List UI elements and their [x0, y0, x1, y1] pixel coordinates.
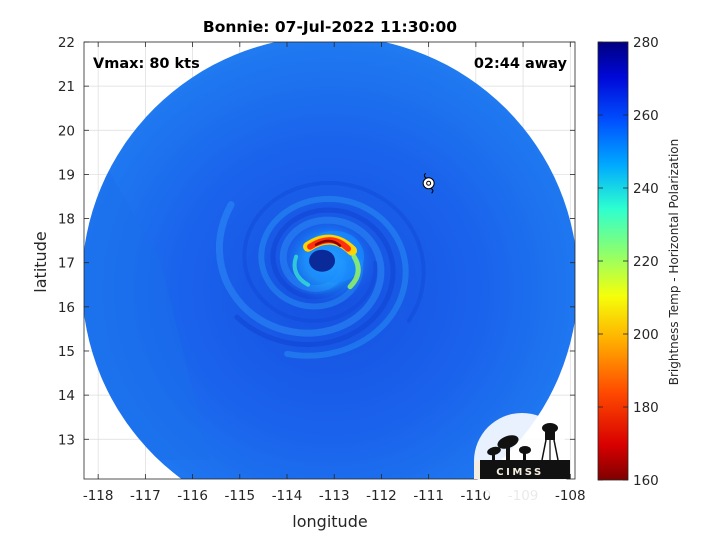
x-tick-label: -115: [224, 488, 255, 504]
swath-image: [84, 42, 575, 479]
x-tick-label: -118: [83, 488, 114, 504]
rain-band: [242, 180, 426, 323]
y-tick-label: 14: [58, 388, 75, 404]
colorbar-tick-label: 240: [633, 181, 659, 197]
x-axis: -118-117-116-115-114-113-112-111-110-109…: [83, 42, 586, 504]
storm-eye: [309, 249, 336, 272]
y-tick-label: 21: [58, 79, 75, 95]
colorbar: 160 180 200 220 240 260 280 Brightness Temp - …: [597, 35, 681, 489]
colorbar-label: Brightness Temp - Horizontal Polarizatio…: [667, 139, 681, 386]
plot-border: [83, 41, 576, 480]
y-axis: 13 14 15 16 17 18 19 20 21 22: [58, 35, 575, 448]
x-tick-label: -116: [177, 488, 208, 504]
colorbar-tick-label: 260: [633, 108, 659, 124]
y-tick-label: 20: [58, 123, 75, 139]
vmax-annotation: Vmax: 80 kts: [93, 56, 200, 72]
colorbar-tick-label: 200: [633, 327, 659, 343]
colorbar-tick-label: 180: [633, 400, 659, 416]
colorbar-tick-label: 280: [633, 35, 659, 51]
x-tick-label: -114: [272, 488, 303, 504]
colorbar-ticks: 160 180 200 220 240 260 280: [598, 35, 659, 489]
colorbar-tick-label: 220: [633, 254, 659, 270]
colorbar-tick-label: 160: [633, 473, 659, 489]
x-tick-label: -112: [366, 488, 397, 504]
x-tick-label: -108: [555, 488, 586, 504]
y-tick-label: 17: [58, 256, 75, 272]
x-tick-label: -113: [319, 488, 350, 504]
svg-text:CIMSS: CIMSS: [496, 467, 543, 478]
y-tick-label: 19: [58, 167, 75, 183]
y-tick-label: 13: [58, 432, 75, 448]
y-tick-label: 18: [58, 212, 75, 228]
x-tick-label: -110: [461, 488, 492, 504]
y-tick-label: 22: [58, 35, 75, 51]
eyewall-core: [314, 239, 342, 247]
y-tick-label: 15: [58, 344, 75, 360]
hurricane-symbol-icon: [422, 172, 435, 194]
x-tick-label: -111: [413, 488, 444, 504]
x-axis-label: longitude: [292, 512, 367, 531]
y-axis-label: latitude: [31, 231, 50, 292]
eyewall-west: [292, 254, 311, 287]
time-away-annotation: 02:44 away: [474, 56, 568, 72]
cimss-logo: CIMSS: [474, 413, 570, 509]
y-tick-label: 16: [58, 300, 75, 316]
eyewall-east: [347, 254, 361, 290]
x-tick-label: -117: [130, 488, 161, 504]
chart-title: Bonnie: 07-Jul-2022 11:30:00: [203, 18, 457, 36]
